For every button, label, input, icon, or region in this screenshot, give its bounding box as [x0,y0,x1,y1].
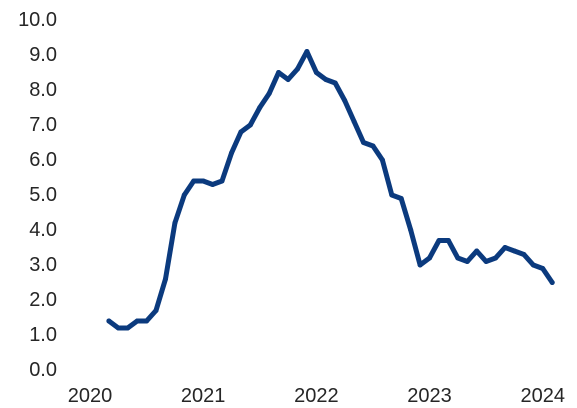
data-point [181,192,187,198]
y-tick-label: 9.0 [29,44,57,66]
data-point [144,318,150,324]
data-point [172,220,178,226]
data-point [351,119,357,124]
data-point [238,129,244,135]
data-point [483,259,489,264]
y-tick-label: 10.0 [18,9,57,31]
data-point [549,280,555,285]
y-tick-label: 8.0 [29,79,57,101]
data-point [493,255,499,261]
y-tick-label: 5.0 [29,184,57,206]
y-tick-label: 2.0 [29,289,57,311]
plot-area [106,49,555,331]
data-point [200,178,206,184]
y-axis: 0.0 1.0 2.0 3.0 4.0 5.0 6.0 7.0 8.0 9.0 10.0 [18,9,57,381]
data-point [417,262,423,268]
data-point [304,49,310,54]
data-point [210,182,216,187]
data-point [379,157,385,163]
data-point [106,318,112,324]
data-point [153,308,159,313]
x-tick-label: 2024 [520,385,565,407]
y-tick-label: 7.0 [29,114,57,136]
data-point [295,66,300,72]
data-point [398,196,404,201]
x-tick-label: 2023 [407,385,452,407]
data-point [389,192,395,198]
data-point [408,227,414,233]
data-point [266,91,272,96]
y-tick-label: 4.0 [29,219,57,241]
data-point [134,318,140,324]
y-tick-label: 3.0 [29,254,57,276]
series-line [106,49,555,331]
y-tick-label: 0.0 [29,359,57,381]
y-tick-label: 1.0 [29,324,57,346]
data-point [276,70,282,75]
data-point [540,266,546,271]
data-point [521,252,527,257]
data-point [455,255,461,261]
data-point [361,140,366,145]
data-point [313,70,319,75]
data-point [370,143,376,149]
data-point [511,248,517,254]
data-point [125,325,131,331]
data-point [530,262,536,268]
data-point [163,276,168,282]
data-point [247,122,253,128]
x-tick-label: 2020 [68,385,113,407]
data-point [436,238,442,243]
data-point [285,77,291,82]
data-point [115,325,121,331]
data-point [427,255,432,261]
y-tick-label: 6.0 [29,149,57,171]
data-point [474,248,480,254]
data-point [229,150,234,156]
data-point [502,245,508,250]
x-axis: 2020 2021 2022 2023 2024 [68,385,565,407]
data-point [445,238,451,243]
data-point [323,77,329,82]
data-point [464,259,470,264]
data-point [257,105,263,110]
data-point [332,80,338,86]
data-point [342,98,348,103]
x-tick-label: 2022 [294,385,339,407]
data-point [219,178,225,184]
data-point [191,178,197,184]
x-tick-label: 2021 [181,385,226,407]
